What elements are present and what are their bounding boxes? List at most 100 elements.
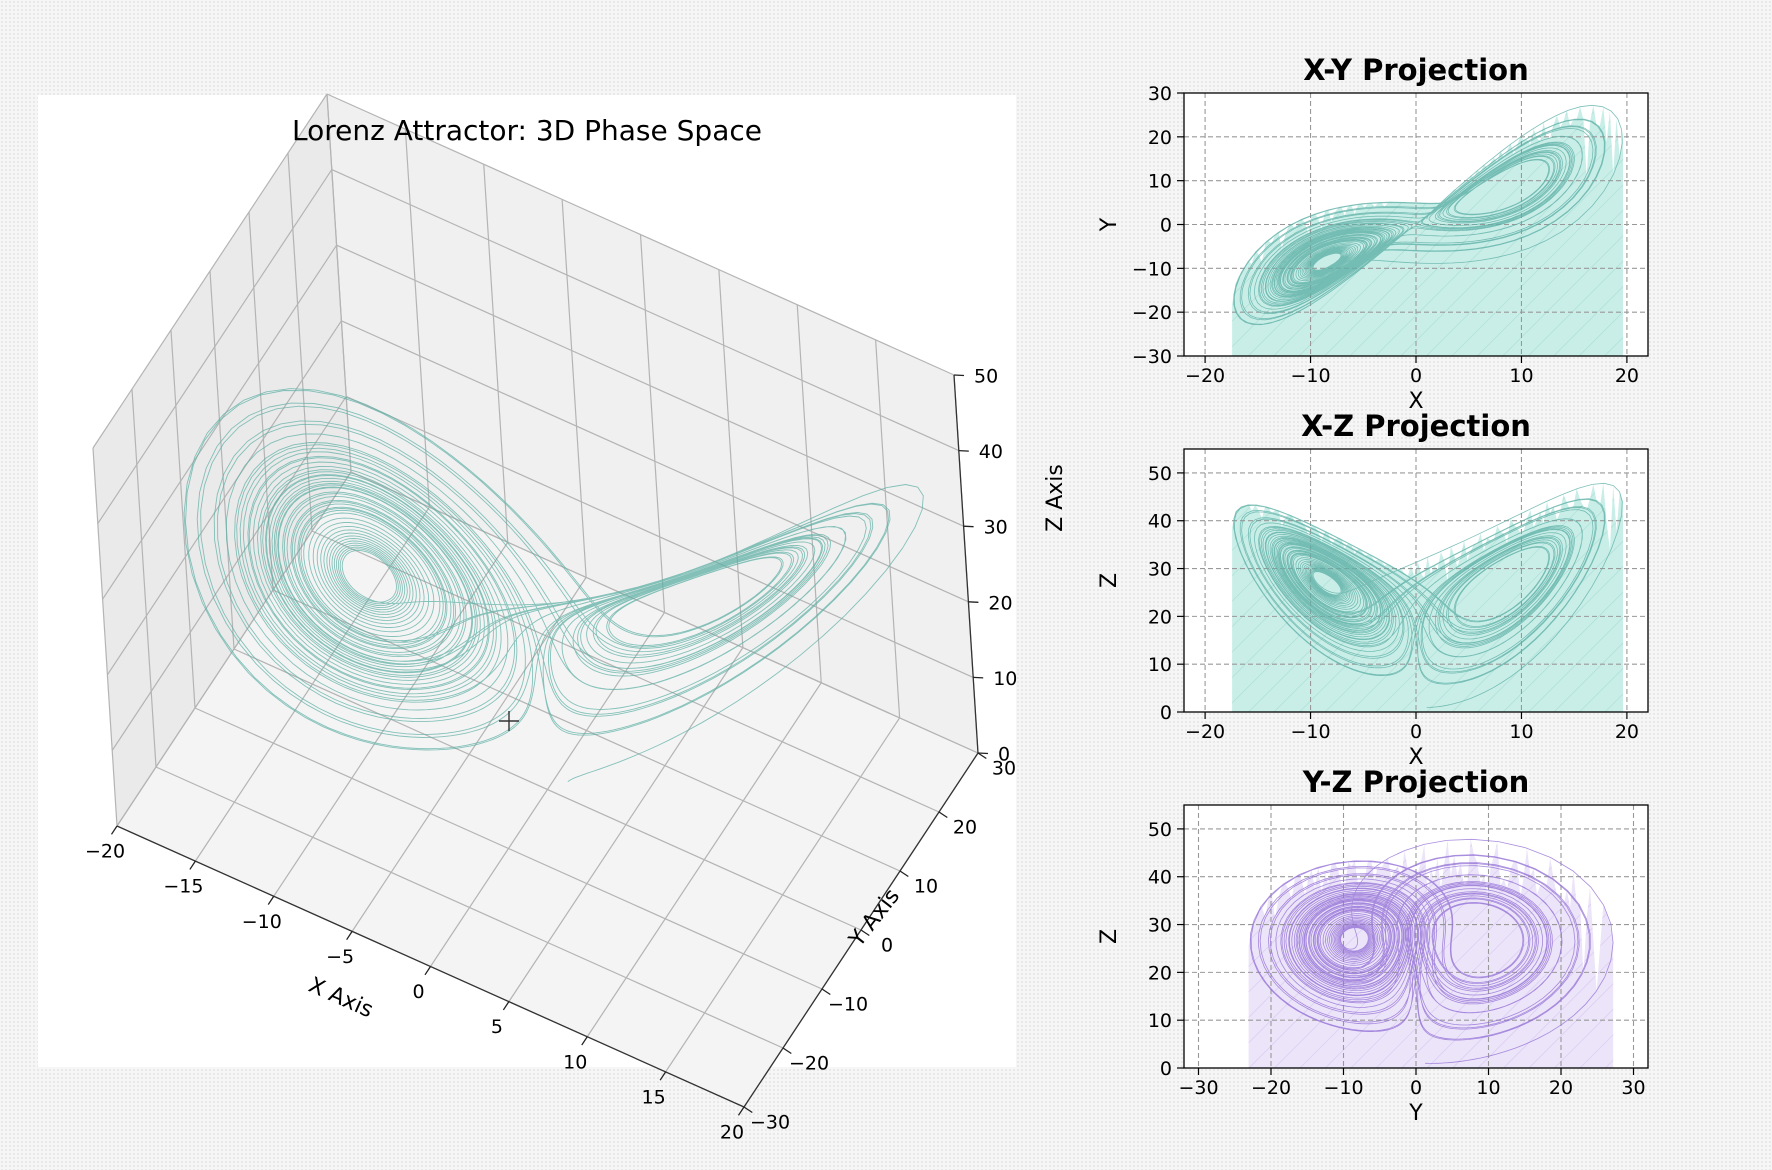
y-tick-label: 50 bbox=[1148, 819, 1172, 841]
tick-mark bbox=[968, 601, 979, 603]
grid-left-z bbox=[92, 93, 328, 449]
x-tick-label: −20 bbox=[1185, 365, 1225, 387]
grid-back-x bbox=[639, 234, 666, 613]
x-tick-label: −30 bbox=[1178, 1077, 1218, 1099]
y-tick-label: 40 bbox=[1148, 867, 1172, 889]
grid-back-x bbox=[483, 164, 509, 543]
x-tick-label: 10 bbox=[1476, 1077, 1500, 1099]
tick-mark bbox=[977, 752, 989, 755]
crosshair-cursor bbox=[499, 711, 519, 731]
y-tick-label: −30 bbox=[1132, 346, 1172, 368]
grid-back-z bbox=[345, 395, 974, 678]
y-tick-label: 0 bbox=[1160, 1058, 1172, 1080]
tick-mark bbox=[346, 931, 353, 941]
x-tick-label: 15 bbox=[642, 1086, 666, 1108]
grid-left-y bbox=[170, 329, 196, 709]
x-tick-label: 0 bbox=[1410, 365, 1422, 387]
grid-back-x bbox=[796, 304, 822, 683]
tick-mark bbox=[110, 825, 118, 835]
y-tick-label: 30 bbox=[1148, 83, 1172, 105]
trajectory-xy bbox=[1233, 104, 1623, 326]
grid-left-z bbox=[116, 471, 352, 827]
trajectory-3d bbox=[183, 388, 924, 783]
y-tick-label: 0 bbox=[881, 935, 893, 957]
tick-mark bbox=[659, 1071, 667, 1081]
tick-mark bbox=[938, 811, 948, 819]
x-tick-label: 0 bbox=[412, 981, 424, 1003]
y-tick-label: 20 bbox=[953, 817, 977, 839]
x-tick-label: 30 bbox=[1621, 1077, 1645, 1099]
yz-projection-plot: −30 −20 −10 0 10 20 30 0 10 20 30 40 50 Y-Z Projectio… bbox=[1097, 765, 1649, 1126]
x-axis-title-xz: X bbox=[1408, 745, 1423, 770]
grid-floor-y bbox=[272, 589, 901, 872]
y-tick-label: −20 bbox=[1132, 302, 1172, 324]
trajectory-line bbox=[183, 388, 924, 783]
y-tick-label: 0 bbox=[1160, 702, 1172, 724]
z-tick-label: 40 bbox=[979, 441, 1003, 463]
y-tick-label: 10 bbox=[1148, 1010, 1172, 1032]
x-axis-title-yz: Y bbox=[1408, 1101, 1423, 1126]
chart-title-xz: X-Z Projection bbox=[1301, 409, 1531, 443]
y-tick-label: 30 bbox=[1148, 559, 1172, 581]
xz-projection-plot: −20 −10 0 10 20 0 10 20 30 40 50 X-Z Projection X Z bbox=[1097, 409, 1649, 770]
z-tick-label: 0 bbox=[998, 744, 1010, 766]
grid-floor-y bbox=[155, 766, 784, 1049]
x-tick-label: −20 bbox=[1185, 721, 1225, 743]
y-tick-label: −10 bbox=[828, 994, 868, 1016]
grid-back-z bbox=[341, 320, 969, 603]
tick-mark bbox=[502, 1001, 510, 1011]
y-tick-label: 10 bbox=[1148, 171, 1172, 193]
tick-mark bbox=[821, 988, 831, 996]
tick-mark bbox=[977, 752, 987, 760]
tick-mark bbox=[424, 966, 432, 976]
grid-left-z bbox=[102, 244, 338, 600]
x-tick-label: 5 bbox=[491, 1016, 503, 1038]
y-tick-label: 10 bbox=[1148, 654, 1172, 676]
x-tick-label: 20 bbox=[1615, 365, 1639, 387]
tick-mark bbox=[899, 870, 909, 878]
x-tick-label: −10 bbox=[1290, 721, 1330, 743]
x-tick-label: −10 bbox=[1290, 365, 1330, 387]
y-tick-label: 40 bbox=[1148, 511, 1172, 533]
x-tick-label: 0 bbox=[1410, 721, 1422, 743]
x-tick-label: 10 bbox=[563, 1051, 587, 1073]
fill-area-xz bbox=[1232, 483, 1624, 712]
chart-title-yz: Y-Z Projection bbox=[1302, 765, 1530, 799]
grid-back-x bbox=[404, 129, 430, 508]
y-tick-label: −10 bbox=[1132, 258, 1172, 280]
z-axis-title-3d: Z Axis bbox=[1043, 464, 1068, 532]
grid-left-y bbox=[326, 93, 352, 473]
y-axis-title-xz: Z bbox=[1097, 573, 1122, 588]
y-tick-label: −20 bbox=[789, 1053, 829, 1075]
grid-back-x bbox=[875, 339, 901, 718]
tick-mark bbox=[958, 449, 969, 452]
z-tick-label: 20 bbox=[988, 592, 1012, 614]
y-tick-label: 0 bbox=[1160, 215, 1172, 237]
trajectory-xz bbox=[1233, 482, 1623, 708]
tick-mark bbox=[782, 1047, 792, 1055]
x-tick-label: 10 bbox=[1509, 365, 1533, 387]
x-tick-label: −20 bbox=[1251, 1077, 1291, 1099]
x-tick-label: −20 bbox=[85, 841, 125, 863]
xy-projection-plot: −20 −10 0 10 20 −30 −20 −10 0 10 20 30 X-Y Projectio… bbox=[1097, 53, 1649, 414]
x-tick-label: −15 bbox=[163, 876, 203, 898]
x-tick-label: −10 bbox=[242, 911, 282, 933]
grid-back-x bbox=[561, 199, 587, 578]
x-tick-label: 0 bbox=[1410, 1077, 1422, 1099]
x-tick-label: 20 bbox=[720, 1122, 744, 1144]
tick-mark bbox=[581, 1036, 588, 1046]
trajectory-yz bbox=[1249, 838, 1614, 1064]
grid-left-y bbox=[131, 388, 157, 768]
tick-mark bbox=[189, 860, 196, 870]
z-axis-line bbox=[953, 374, 979, 754]
grid-left-z bbox=[97, 169, 333, 524]
z-tick-label: 10 bbox=[993, 668, 1017, 690]
z-tick-label: 50 bbox=[974, 366, 998, 388]
tick-mark bbox=[953, 374, 965, 377]
grid-back-z bbox=[331, 169, 960, 452]
tick-mark bbox=[743, 1106, 753, 1114]
y-tick-label: 20 bbox=[1148, 127, 1172, 149]
chart-title-xy: X-Y Projection bbox=[1303, 53, 1529, 87]
y-tick-label: 50 bbox=[1148, 463, 1172, 485]
